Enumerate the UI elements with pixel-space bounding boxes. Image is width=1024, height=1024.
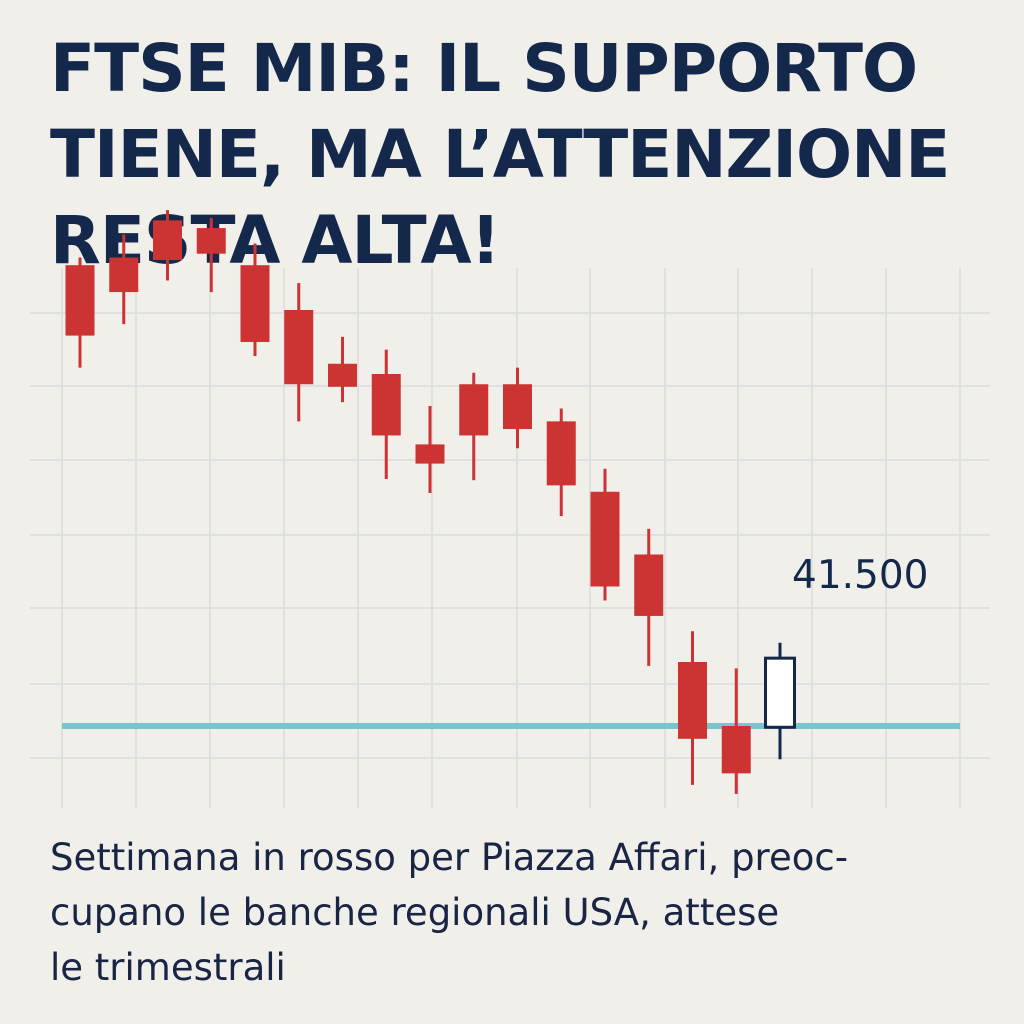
candle-body [371, 374, 401, 436]
support-level-label: 41.500 [792, 553, 928, 598]
candle [546, 408, 576, 517]
candle [153, 210, 182, 281]
candle-body [240, 265, 270, 342]
headline-line-1: FTSE MIB: IL SUPPORTO [50, 30, 918, 107]
candles-layer [65, 210, 796, 794]
candle [371, 349, 401, 479]
headline-line-2: TIENE, MA L’ATTENZIONE [50, 116, 950, 193]
candle [196, 217, 226, 293]
candle-body [764, 656, 796, 729]
candle [634, 528, 664, 666]
candle-body [109, 257, 139, 293]
candle-body [678, 662, 707, 739]
candle-body [634, 554, 664, 616]
candle [109, 234, 139, 325]
candle [721, 668, 751, 794]
candle [65, 257, 95, 368]
subtitle-line-2: cupano le banche regionali USA, attese [50, 891, 780, 934]
candle-body [153, 220, 182, 261]
headline: FTSE MIB: IL SUPPORTO TIENE, MA L’ATTENZ… [50, 26, 990, 284]
candle-body [590, 491, 620, 587]
candle [328, 336, 357, 403]
candle-body [65, 265, 95, 336]
candle [284, 283, 314, 422]
candle-body [546, 421, 576, 486]
candle-body [415, 444, 445, 464]
subtitle: Settimana in rosso per Piazza Affari, pr… [50, 830, 990, 995]
candle [678, 631, 707, 785]
candle [764, 642, 796, 760]
candle [503, 367, 532, 449]
candle-body [459, 384, 489, 436]
candle [590, 468, 620, 601]
candle-body [721, 726, 751, 774]
chart-grid [30, 268, 990, 808]
candle-body [284, 310, 314, 385]
candle [459, 372, 489, 481]
candle [415, 406, 445, 494]
candle-body [328, 363, 357, 387]
subtitle-line-1: Settimana in rosso per Piazza Affari, pr… [50, 836, 849, 879]
subtitle-line-3: le trimestrali [50, 946, 286, 989]
candle-body [196, 228, 226, 254]
candle [240, 243, 270, 357]
candle-body [503, 384, 532, 430]
